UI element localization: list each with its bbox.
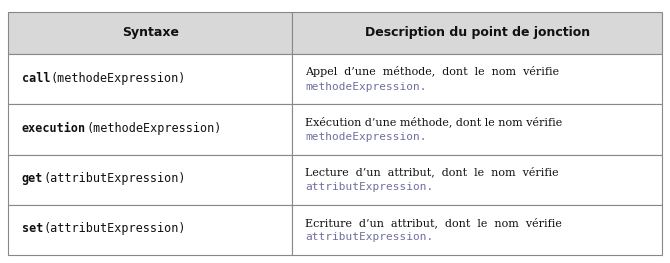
Text: methodeExpression.: methodeExpression. [306, 82, 427, 92]
Text: get: get [22, 172, 44, 185]
Text: Lecture  d’un  attribut,  dont  le  nom  vérifie: Lecture d’un attribut, dont le nom vérif… [306, 167, 559, 178]
Bar [293, 12, 662, 54]
Bar [8, 205, 293, 255]
Text: (methodeExpression): (methodeExpression) [86, 122, 222, 135]
Text: Exécution d’une méthode, dont le nom vérifie: Exécution d’une méthode, dont le nom vér… [306, 117, 563, 127]
Text: Syntaxe: Syntaxe [122, 27, 179, 39]
Text: (methodeExpression): (methodeExpression) [50, 72, 186, 85]
Text: Ecriture  d’un  attribut,  dont  le  nom  vérifie: Ecriture d’un attribut, dont le nom véri… [306, 217, 562, 228]
Text: call: call [22, 72, 50, 85]
Bar [8, 104, 293, 154]
Text: (attributExpression): (attributExpression) [44, 172, 186, 185]
Bar [8, 12, 293, 54]
Text: attributExpression.: attributExpression. [306, 182, 433, 192]
Text: (attributExpression): (attributExpression) [44, 222, 186, 235]
Bar [8, 154, 293, 205]
Text: execution: execution [22, 122, 86, 135]
Text: Appel  d’une  méthode,  dont  le  nom  vérifie: Appel d’une méthode, dont le nom vérifie [306, 66, 559, 77]
Bar [293, 205, 662, 255]
Text: set: set [22, 222, 44, 235]
Bar [8, 54, 293, 104]
Text: methodeExpression.: methodeExpression. [306, 132, 427, 142]
Text: attributExpression.: attributExpression. [306, 232, 433, 242]
Bar [293, 154, 662, 205]
Text: Description du point de jonction: Description du point de jonction [364, 27, 590, 39]
Bar [293, 104, 662, 154]
Bar [293, 54, 662, 104]
